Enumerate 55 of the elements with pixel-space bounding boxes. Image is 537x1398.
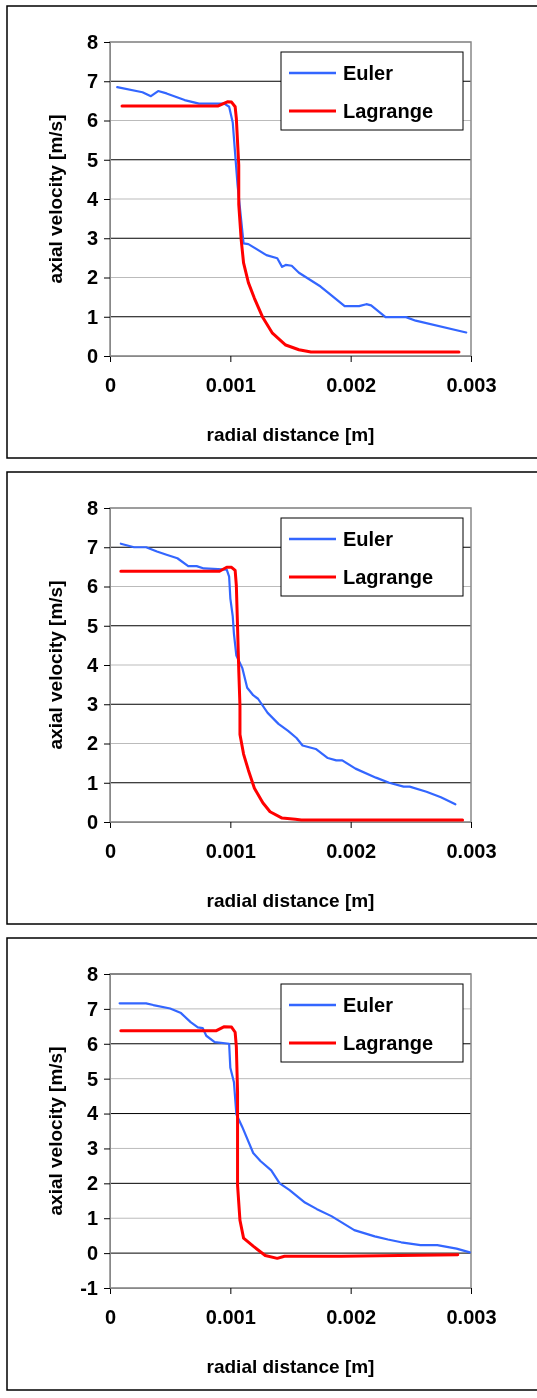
legend-label: Euler: [343, 62, 394, 84]
y-tick-label: 8: [86, 30, 98, 53]
y-tick-label: 5: [86, 1067, 98, 1090]
y-tick-label: 6: [86, 1032, 98, 1055]
y-tick-label: 3: [86, 693, 98, 716]
x-axis-title: radial distance [m]: [206, 890, 375, 911]
y-tick-label: 7: [86, 536, 98, 559]
line-series: [120, 100, 461, 354]
y-tick-label: 3: [86, 1137, 98, 1160]
y-tick-label: 6: [86, 109, 98, 132]
x-tick-label: 0.002: [326, 840, 377, 863]
x-tick-label: 0: [104, 1306, 117, 1329]
y-tick-label: 0: [86, 344, 98, 367]
legend-label: Euler: [343, 994, 394, 1016]
legend-label: Lagrange: [343, 566, 434, 588]
legend-label: Euler: [343, 528, 394, 550]
legend-label: Lagrange: [343, 1032, 434, 1054]
y-tick-label: 5: [86, 614, 98, 637]
y-tick-label: 8: [86, 496, 98, 519]
line-series: [116, 86, 468, 334]
y-tick-label: 4: [86, 653, 99, 676]
y-tick-label: 0: [86, 1242, 98, 1265]
x-tick-label: 0.001: [205, 840, 256, 863]
x-tick-label: 0.003: [446, 840, 497, 863]
y-tick-label: 8: [86, 962, 98, 985]
x-tick-label: 0.003: [446, 1306, 497, 1329]
y-tick-label: 4: [86, 187, 99, 210]
y-tick-label: 3: [86, 227, 98, 250]
y-tick-label: 1: [86, 1207, 98, 1230]
x-tick-label: 0.001: [205, 1306, 256, 1329]
y-axis-title: axial velocity [m/s]: [45, 114, 66, 284]
y-tick-label: 5: [86, 148, 98, 171]
y-tick-label: 1: [86, 305, 98, 328]
y-tick-label: 7: [86, 997, 98, 1020]
x-tick-label: 0.002: [326, 1306, 377, 1329]
x-tick-label: 0.003: [446, 374, 497, 397]
y-tick-label: 6: [86, 575, 98, 598]
y-tick-label: 2: [86, 732, 98, 755]
x-tick-label: 0: [104, 374, 117, 397]
x-axis-title: radial distance [m]: [206, 424, 375, 445]
y-axis-title: axial velocity [m/s]: [45, 1046, 66, 1216]
y-tick-label: 1: [86, 771, 98, 794]
y-tick-label: 4: [86, 1102, 99, 1125]
y-tick-label: 0: [86, 810, 98, 833]
x-axis-title: radial distance [m]: [206, 1356, 375, 1377]
x-tick-label: 0.002: [326, 374, 377, 397]
y-tick-label: -1: [80, 1276, 98, 1299]
y-tick-label: 2: [86, 1172, 98, 1195]
x-tick-label: 0.001: [205, 374, 256, 397]
line-series: [119, 565, 465, 822]
y-tick-label: 7: [86, 70, 98, 93]
legend-label: Lagrange: [343, 100, 434, 122]
y-axis-title: axial velocity [m/s]: [45, 580, 66, 750]
x-tick-label: 0: [104, 840, 117, 863]
y-tick-label: 2: [86, 266, 98, 289]
